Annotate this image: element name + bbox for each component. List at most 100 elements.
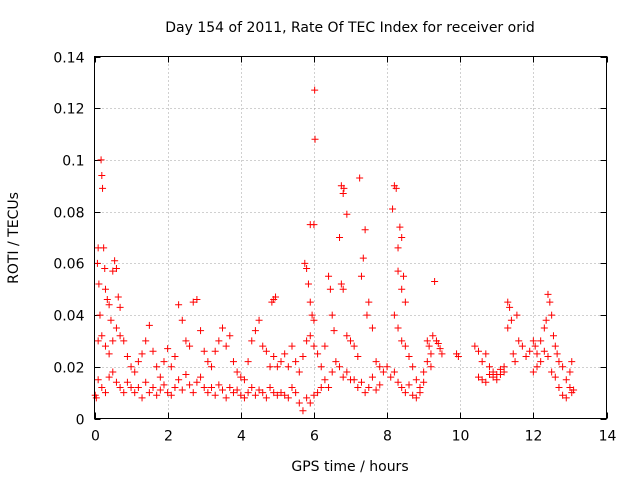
data-point	[167, 391, 175, 399]
data-point	[284, 363, 292, 371]
data-point	[546, 298, 554, 306]
data-point	[301, 259, 309, 267]
data-point	[321, 342, 329, 350]
data-point	[116, 303, 124, 311]
data-point	[226, 383, 234, 391]
data-point	[211, 347, 219, 355]
data-point	[308, 311, 316, 319]
data-point	[98, 171, 106, 179]
data-point	[131, 368, 139, 376]
data-point	[317, 383, 325, 391]
data-point	[436, 345, 444, 353]
data-point	[215, 337, 223, 345]
x-tick-label: 12	[525, 429, 543, 445]
y-tick-label: 0.08	[53, 206, 84, 222]
data-point	[96, 311, 104, 319]
data-point	[189, 389, 197, 397]
data-point	[336, 363, 344, 371]
data-point	[237, 391, 245, 399]
data-point	[427, 363, 435, 371]
data-point	[266, 363, 274, 371]
data-point	[533, 363, 541, 371]
data-point	[244, 358, 252, 366]
data-point	[339, 373, 347, 381]
data-point	[394, 244, 402, 252]
data-point	[109, 368, 117, 376]
data-point	[299, 407, 307, 415]
data-point	[277, 358, 285, 366]
data-point	[178, 386, 186, 394]
x-tick-label: 14	[599, 429, 617, 445]
data-point	[112, 265, 120, 273]
data-point	[208, 383, 216, 391]
data-point	[240, 394, 248, 402]
data-point	[365, 298, 373, 306]
data-point	[149, 383, 157, 391]
data-point	[549, 332, 557, 340]
data-point	[153, 391, 161, 399]
data-point	[175, 376, 183, 384]
data-points	[91, 86, 578, 415]
data-point	[504, 324, 512, 332]
data-point	[321, 376, 329, 384]
data-point	[101, 285, 109, 293]
data-point	[542, 316, 550, 324]
data-point	[248, 337, 256, 345]
data-point	[222, 394, 230, 402]
data-point	[427, 350, 435, 358]
data-point	[337, 280, 345, 288]
data-point	[513, 311, 521, 319]
data-point	[376, 381, 384, 389]
data-point	[412, 394, 420, 402]
data-point	[390, 368, 398, 376]
data-point	[94, 376, 102, 384]
data-point	[551, 342, 559, 350]
data-point	[363, 311, 371, 319]
data-point	[200, 347, 208, 355]
data-point	[416, 389, 424, 397]
grid-lines	[94, 56, 607, 419]
data-point	[101, 389, 109, 397]
data-point	[398, 383, 406, 391]
data-point	[277, 389, 285, 397]
data-point	[311, 135, 319, 143]
data-point	[240, 376, 248, 384]
data-point	[548, 311, 556, 319]
data-point	[95, 280, 103, 288]
y-tick-label: 0.1	[62, 154, 84, 170]
data-point	[160, 358, 168, 366]
data-point	[339, 285, 347, 293]
data-point	[368, 324, 376, 332]
data-point	[425, 342, 433, 350]
data-point	[142, 378, 150, 386]
data-point	[317, 363, 325, 371]
data-point	[314, 350, 322, 358]
data-point	[222, 342, 230, 350]
data-point	[156, 373, 164, 381]
data-point	[350, 342, 358, 350]
x-axis-label: GPS time / hours	[291, 459, 408, 475]
data-point	[156, 386, 164, 394]
data-point	[409, 363, 417, 371]
data-point	[328, 368, 336, 376]
data-point	[405, 381, 413, 389]
data-point	[431, 277, 439, 285]
data-point	[248, 383, 256, 391]
data-point	[332, 358, 340, 366]
data-point	[400, 272, 408, 280]
data-point	[107, 316, 115, 324]
data-point	[131, 389, 139, 397]
data-point	[164, 345, 172, 353]
data-point	[559, 391, 567, 399]
data-point	[255, 316, 263, 324]
data-point	[92, 394, 100, 402]
data-point	[273, 363, 281, 371]
data-point	[237, 373, 245, 381]
data-point	[372, 386, 380, 394]
data-point	[394, 267, 402, 275]
data-point	[93, 259, 101, 267]
data-point	[251, 327, 259, 335]
y-tick-label: 0.12	[53, 102, 84, 118]
data-point	[204, 358, 212, 366]
